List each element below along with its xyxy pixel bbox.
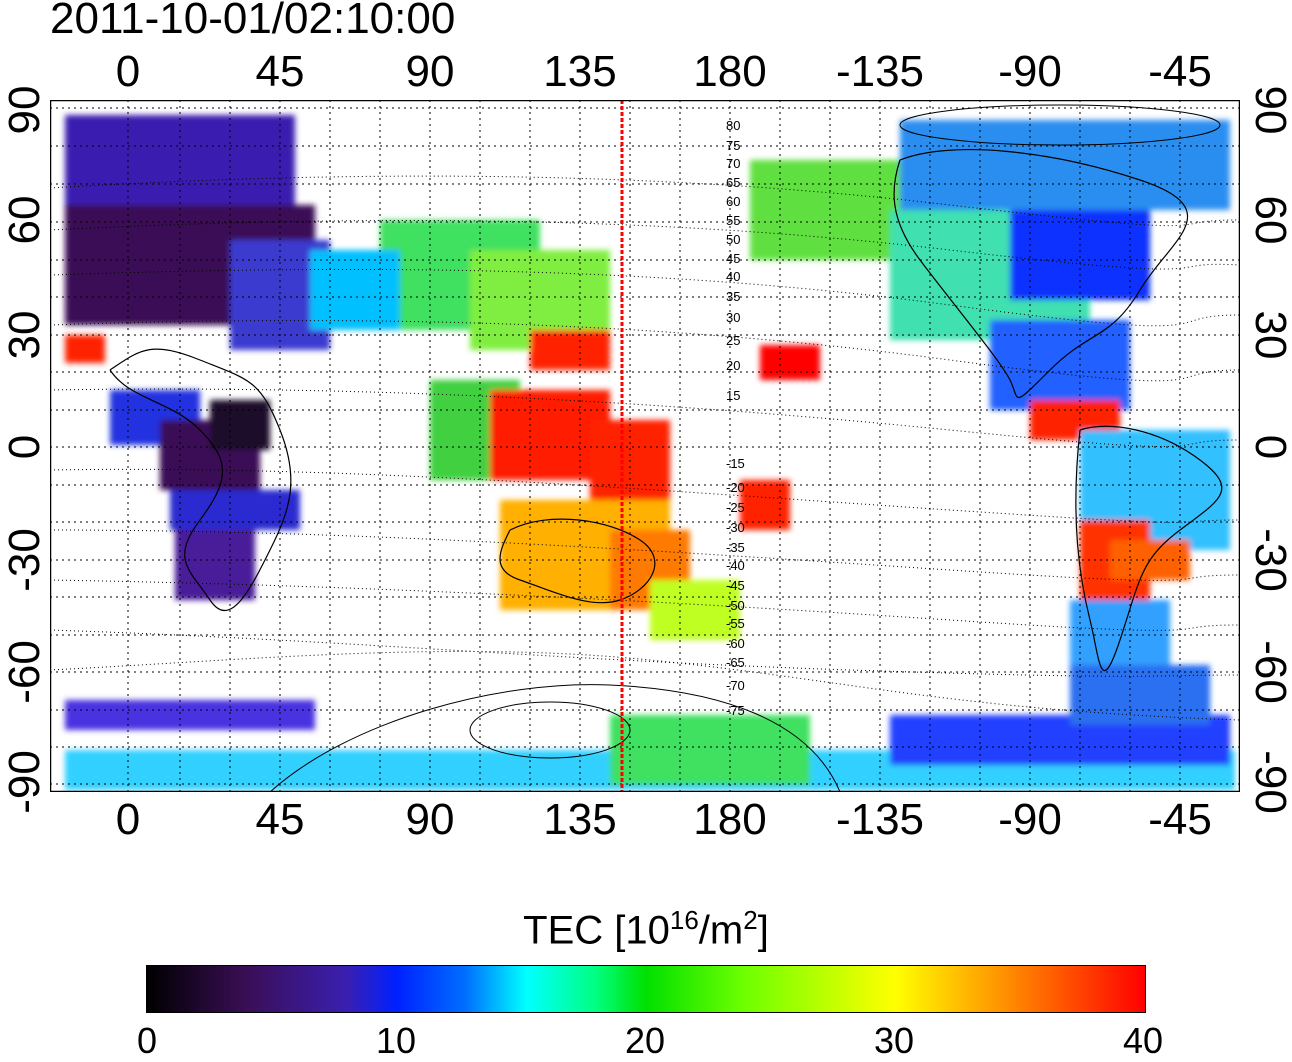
lon-tick-bottom: -90 <box>998 795 1062 844</box>
contour-label: -15 <box>726 456 745 471</box>
contour-label: -20 <box>726 480 745 495</box>
contour-label: -30 <box>726 520 745 535</box>
contour-label: 15 <box>726 388 740 403</box>
map-grid <box>50 100 1240 792</box>
contour-label: 30 <box>726 310 740 325</box>
contour-label: 70 <box>726 156 740 171</box>
contour-label: 40 <box>726 269 740 284</box>
lon-tick-bottom: 180 <box>693 795 767 844</box>
colorbar-tick: 20 <box>624 1020 666 1061</box>
lon-tick-bottom: -135 <box>835 795 925 844</box>
contour-label: 80 <box>726 118 740 133</box>
colorbar <box>146 965 1146 1013</box>
contour-label: -45 <box>726 578 745 593</box>
contour-label: -65 <box>726 655 745 670</box>
contour-label: 20 <box>726 358 740 373</box>
contour-label: -60 <box>726 636 745 651</box>
lon-tick-bottom: 0 <box>115 795 141 844</box>
colorbar-tick: 10 <box>375 1020 417 1061</box>
contour-label: -25 <box>726 500 745 515</box>
contour-label: -40 <box>726 558 745 573</box>
colorbar-tick: 40 <box>1122 1020 1164 1061</box>
contour-label: -50 <box>726 598 745 613</box>
colorbar-tick: 0 <box>136 1020 158 1061</box>
lat-tick-right: 30 <box>1246 310 1292 360</box>
contour-label: 60 <box>726 194 740 209</box>
lat-tick-left: -90 <box>0 750 49 814</box>
lat-tick-left: 30 <box>0 310 49 360</box>
lat-tick-right: 60 <box>1246 195 1292 245</box>
contour-label: 75 <box>726 138 740 153</box>
lon-tick-top: 45 <box>255 47 305 96</box>
tec-map: 80 75 70 65 60 55 50 45 40 35 30 25 20 1… <box>50 100 1240 792</box>
lon-tick-top: -90 <box>998 47 1062 96</box>
magnetic-contours <box>50 104 1240 792</box>
lon-tick-bottom: -45 <box>1148 795 1212 844</box>
contour-label: -70 <box>726 678 745 693</box>
lon-tick-top: 135 <box>543 47 617 96</box>
lat-tick-left: 90 <box>0 85 49 135</box>
colorbar-tick: 30 <box>873 1020 915 1061</box>
lat-tick-right: -30 <box>1246 528 1292 592</box>
contour-label: 35 <box>726 289 740 304</box>
lat-tick-right: -60 <box>1246 640 1292 704</box>
lon-tick-bottom: 90 <box>405 795 455 844</box>
lon-tick-bottom: 135 <box>543 795 617 844</box>
timestamp: 2011-10-01/02:10:00 <box>50 0 456 43</box>
map-border <box>50 100 1240 792</box>
lon-tick-top: -45 <box>1148 47 1212 96</box>
coastlines <box>109 149 1223 672</box>
tec-data-layer <box>65 115 1235 790</box>
lon-tick-top: 180 <box>693 47 767 96</box>
contour-label: 55 <box>726 213 740 228</box>
lat-tick-left: -60 <box>0 640 49 704</box>
contour-label: 45 <box>726 251 740 266</box>
lat-tick-right: -90 <box>1246 750 1292 814</box>
lon-tick-bottom: 45 <box>255 795 305 844</box>
contour-label: 50 <box>726 232 740 247</box>
contour-label: 65 <box>726 175 740 190</box>
lat-tick-left: -30 <box>0 528 49 592</box>
lat-tick-right: 90 <box>1246 85 1292 135</box>
lat-tick-right: 0 <box>1246 434 1292 460</box>
lat-tick-left: 0 <box>0 434 49 460</box>
contour-label-layer: 80 75 70 65 60 55 50 45 40 35 30 25 20 1… <box>726 118 745 718</box>
lon-tick-top: 0 <box>115 47 141 96</box>
contour-label: 25 <box>726 333 740 348</box>
contour-label: -75 <box>726 703 745 718</box>
contour-label: -55 <box>726 616 745 631</box>
lon-tick-top: 90 <box>405 47 455 96</box>
contour-label: -35 <box>726 540 745 555</box>
lon-tick-top: -135 <box>835 47 925 96</box>
colorbar-title: TEC [1016/m2] <box>523 905 769 953</box>
lat-tick-left: 60 <box>0 195 49 245</box>
